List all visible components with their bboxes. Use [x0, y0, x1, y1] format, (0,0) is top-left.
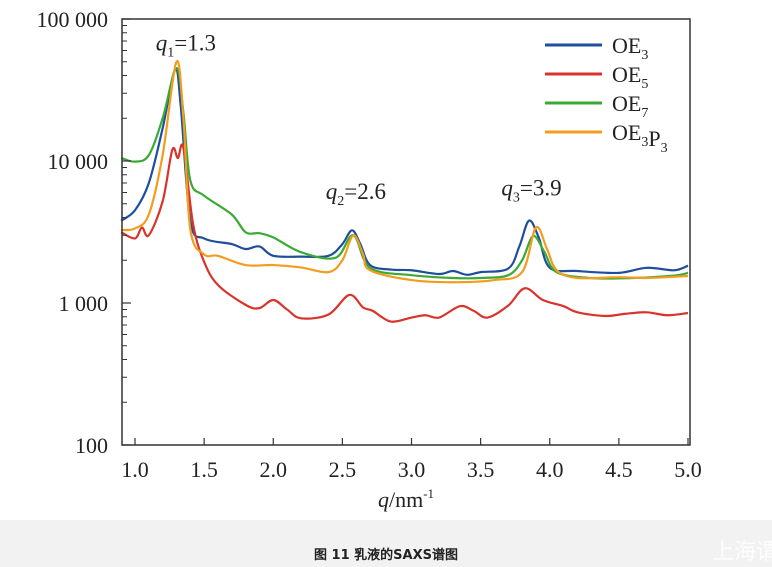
x-axis-label: q/nm-1	[378, 486, 434, 512]
x-tick-label: 1.5	[190, 457, 218, 482]
y-tick-label: 10 000	[48, 149, 109, 174]
x-tick-label: 3.5	[467, 457, 495, 482]
x-tick-label: 1.0	[121, 457, 149, 482]
y-tick-label: 100	[75, 433, 108, 458]
figure-caption: 图 11 乳液的SAXS谱图	[314, 548, 458, 563]
peak-annotation: q3=3.9	[501, 176, 561, 206]
x-tick-label: 5.0	[674, 457, 702, 482]
legend-label-oe7: OE7	[612, 91, 648, 121]
saxs-chart: 1.0 1.5 2.0 2.5 3.0 3.5 4.0 4.5 5.0 100 1 000 10 00…	[37, 7, 702, 512]
series-line-oe3p3	[121, 60, 689, 284]
y-tick-label: 1 000	[59, 291, 109, 316]
caption-bar: 图 11 乳液的SAXS谱图 上海谓	[0, 520, 772, 567]
series-line-oe7	[120, 67, 689, 280]
x-tick-label: 4.5	[605, 457, 633, 482]
series-line-oe3	[120, 67, 689, 276]
x-tick-label: 4.0	[536, 457, 564, 482]
legend-label-oe3p3: OE3P3	[612, 120, 668, 156]
watermark: 上海谓	[711, 540, 772, 565]
peak-annotation: q1=1.3	[156, 31, 216, 61]
plot-frame	[121, 18, 691, 446]
x-tick-label: 2.5	[329, 457, 357, 482]
legend-label-oe5: OE5	[612, 62, 648, 92]
peak-annotation: q2=2.6	[326, 179, 386, 209]
series-line-oe5	[120, 143, 689, 323]
y-tick-label: 100 000	[37, 7, 109, 32]
legend-label-oe3: OE3	[612, 33, 648, 63]
x-tick-label: 3.0	[398, 457, 426, 482]
x-tick-label: 2.0	[260, 457, 288, 482]
